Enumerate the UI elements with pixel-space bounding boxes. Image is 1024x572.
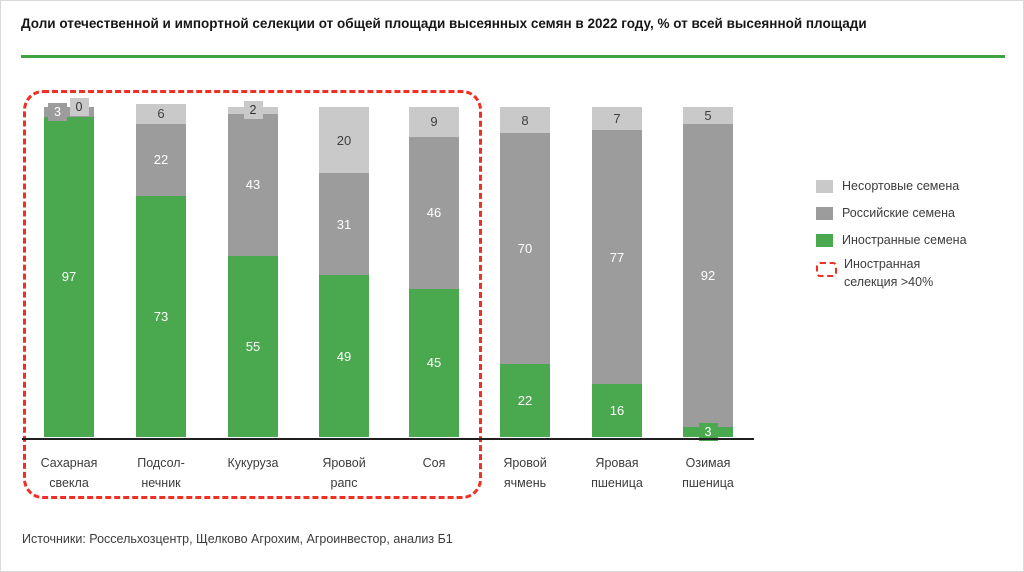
bar-value-label: 45 <box>426 355 442 371</box>
source-note: Источники: Россельхозцентр, Щелково Агро… <box>22 532 453 546</box>
bar-value-label: 7 <box>613 111 621 127</box>
legend-item: Иностранная селекция >40% <box>816 256 1016 291</box>
category-label: Сахарная свекла <box>40 456 98 490</box>
legend-swatch-icon <box>816 180 833 193</box>
bar-value-label: 70 <box>517 241 533 257</box>
bar-value-label: 97 <box>61 269 77 285</box>
title-divider <box>21 55 1005 58</box>
legend: Несортовые семена Российские семена Иностр… <box>816 173 1016 291</box>
foreign-selection-highlight-box <box>23 90 482 499</box>
legend-item: Несортовые семена <box>816 173 1016 200</box>
bar-segment: 70 <box>500 133 550 365</box>
bar-segment: 43 <box>228 113 278 256</box>
bar-value-label: 92 <box>700 267 716 283</box>
bar-value-label: 16 <box>609 403 625 419</box>
category-label: Кукуруза <box>227 456 279 470</box>
legend-item-label: Российские семена <box>842 205 955 220</box>
bar-value-label: 8 <box>521 112 529 128</box>
bar-segment: 92 <box>683 123 733 428</box>
bar-segment: 73 <box>136 196 186 437</box>
bar-segment: 22 <box>500 364 550 437</box>
bar-value-label: 9 <box>430 114 438 130</box>
bar-segment: 22 <box>136 123 186 197</box>
bar-value-callout: 2 <box>243 101 263 120</box>
bar-segment: 6 <box>136 103 186 124</box>
bar-value-label: 55 <box>245 338 261 354</box>
bar-value-label: 43 <box>245 177 261 193</box>
category-label: Яровая пшеница <box>591 456 643 490</box>
bar-value-label: 31 <box>336 216 352 232</box>
bar-segment: 16 <box>592 384 642 437</box>
bar-segment: 49 <box>319 275 369 437</box>
bar-value-label: 5 <box>704 107 712 123</box>
bar-segment: 77 <box>592 130 642 385</box>
x-axis-line <box>22 438 754 440</box>
bar-segment: 9 <box>409 107 459 137</box>
legend-item-label: Иностранные семена <box>842 232 967 247</box>
bar-segment: 7 <box>592 107 642 131</box>
legend-swatch-icon <box>816 234 833 247</box>
bar-value-callout: 3 <box>698 423 718 442</box>
category-label: Подсол-нечник <box>137 456 185 490</box>
bar-value-label: 6 <box>157 106 165 122</box>
legend-item-label: Несортовые семена <box>842 178 960 193</box>
category-label: Яровой ячмень <box>503 456 547 490</box>
chart-title: Доли отечественной и импортной селекции … <box>21 16 867 31</box>
bar-segment: 8 <box>500 107 550 134</box>
bar-value-label: 22 <box>153 152 169 168</box>
bar-segment: 97 <box>44 116 94 437</box>
bar-segment: 55 <box>228 255 278 437</box>
bar-value-label: 73 <box>153 309 169 325</box>
bar-segment: 45 <box>409 288 459 437</box>
legend-item-label: Иностранная селекция >40% <box>844 257 934 289</box>
category-label: Яровой рапс <box>322 456 366 490</box>
legend-swatch-icon <box>816 207 833 220</box>
bar-value-label: 77 <box>609 249 625 265</box>
bar-value-label: 49 <box>336 348 352 364</box>
bar-segment: 20 <box>319 107 369 173</box>
bar-segment: 31 <box>319 173 369 276</box>
bar-segment: 5 <box>683 107 733 124</box>
bar-value-label: 20 <box>336 132 352 148</box>
legend-item: Иностранные семена <box>816 227 1016 254</box>
category-label: Соя <box>422 456 446 470</box>
bar-segment: 46 <box>409 136 459 289</box>
bar-value-callout: 3 <box>48 102 67 121</box>
bar-segment <box>44 107 94 117</box>
dashed-box-icon <box>816 262 837 277</box>
category-label: Озимая пшеница <box>682 456 734 490</box>
bar-value-label: 46 <box>426 205 442 221</box>
bar-value-label: 22 <box>517 393 533 409</box>
bar-value-callout: 0 <box>69 98 89 116</box>
legend-item: Российские семена <box>816 200 1016 227</box>
